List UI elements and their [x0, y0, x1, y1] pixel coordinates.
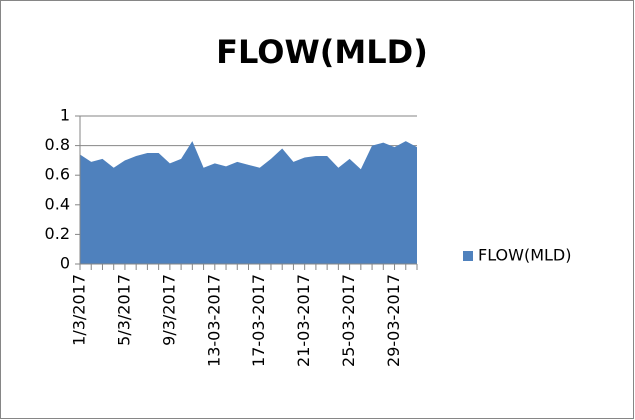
y-tick-label: 0.8	[45, 135, 70, 154]
y-tick-label: 0.6	[45, 165, 70, 184]
x-tick-label: 17-03-2017	[249, 274, 268, 367]
legend-swatch	[463, 251, 473, 261]
x-tick-label: 29-03-2017	[384, 274, 403, 367]
x-tick-label: 21-03-2017	[294, 274, 313, 367]
area	[80, 141, 417, 264]
x-tick-label: 1/3/2017	[70, 274, 89, 346]
x-tick-label: 5/3/2017	[114, 274, 133, 346]
y-tick-label: 0	[60, 254, 70, 273]
x-tick-label: 13-03-2017	[204, 274, 223, 367]
chart-title: FLOW(MLD)	[216, 33, 428, 71]
legend-label: FLOW(MLD)	[478, 246, 571, 265]
y-tick-label: 0.4	[45, 194, 70, 213]
x-tick-label: 9/3/2017	[159, 274, 178, 346]
x-tick-label: 25-03-2017	[339, 274, 358, 367]
y-tick-label: 1	[60, 106, 70, 125]
y-tick-label: 0.2	[45, 224, 70, 243]
